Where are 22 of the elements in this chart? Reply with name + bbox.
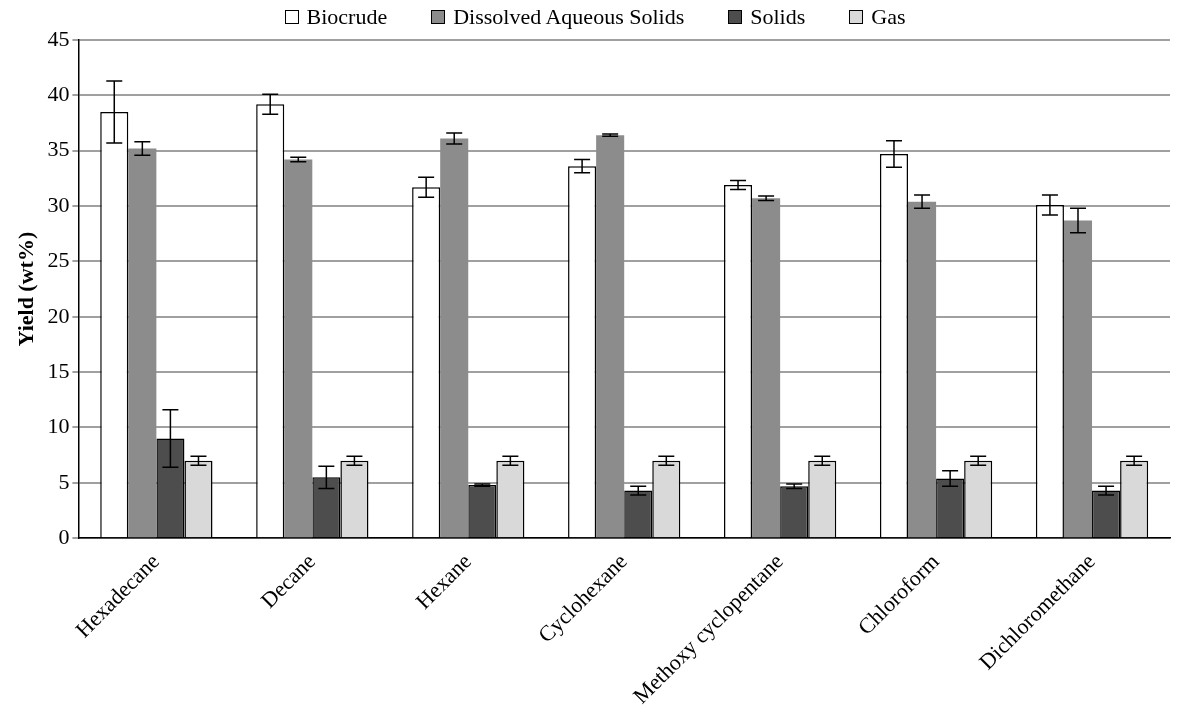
y-tick-label: 25 bbox=[47, 247, 70, 273]
bar bbox=[440, 138, 469, 538]
y-tick-label: 20 bbox=[47, 302, 70, 328]
legend-label: Solids bbox=[750, 4, 806, 30]
bar bbox=[1063, 220, 1093, 538]
legend-label: Gas bbox=[871, 4, 906, 30]
bar bbox=[284, 159, 313, 538]
bar bbox=[908, 201, 937, 538]
y-tick-label: 5 bbox=[58, 468, 70, 494]
legend-label: Dissolved Aqueous Solids bbox=[453, 4, 685, 30]
y-tick-label: 35 bbox=[47, 136, 70, 162]
bar bbox=[596, 135, 625, 538]
y-tick-label: 40 bbox=[47, 81, 70, 107]
y-tick-label: 30 bbox=[47, 191, 70, 217]
y-axis-title: Yield (wt%) bbox=[12, 231, 38, 347]
legend-label: Biocrude bbox=[306, 4, 388, 30]
y-tick-label: 0 bbox=[58, 523, 70, 549]
bar bbox=[752, 198, 781, 538]
bar bbox=[128, 148, 157, 538]
y-tick-label: 15 bbox=[47, 357, 70, 383]
y-tick-label: 45 bbox=[47, 25, 70, 51]
y-tick-label: 10 bbox=[47, 413, 70, 439]
